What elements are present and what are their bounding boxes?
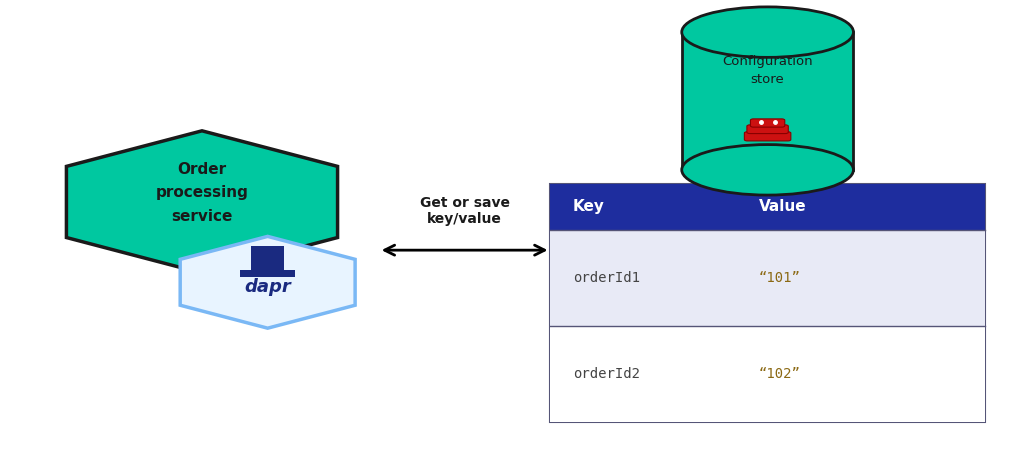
- FancyBboxPatch shape: [744, 132, 791, 141]
- FancyBboxPatch shape: [750, 119, 785, 127]
- FancyBboxPatch shape: [251, 246, 284, 273]
- Text: Value: Value: [759, 199, 807, 214]
- Text: orderId1: orderId1: [573, 271, 639, 285]
- Ellipse shape: [682, 145, 853, 195]
- Text: Get or save
key/value: Get or save key/value: [419, 196, 510, 226]
- Text: Order
processing
service: Order processing service: [156, 162, 248, 224]
- Text: “102”: “102”: [759, 367, 801, 381]
- Polygon shape: [67, 131, 337, 273]
- FancyBboxPatch shape: [682, 32, 853, 170]
- Text: “101”: “101”: [759, 271, 801, 285]
- FancyBboxPatch shape: [550, 184, 985, 422]
- FancyBboxPatch shape: [550, 326, 985, 422]
- Text: orderId2: orderId2: [573, 367, 639, 381]
- FancyBboxPatch shape: [550, 184, 985, 230]
- Text: Configuration
store: Configuration store: [722, 55, 813, 86]
- Ellipse shape: [682, 7, 853, 57]
- FancyBboxPatch shape: [240, 270, 295, 277]
- Text: Key: Key: [573, 199, 605, 214]
- Polygon shape: [180, 236, 356, 328]
- FancyBboxPatch shape: [747, 125, 789, 134]
- Text: dapr: dapr: [244, 278, 291, 296]
- FancyBboxPatch shape: [550, 230, 985, 326]
